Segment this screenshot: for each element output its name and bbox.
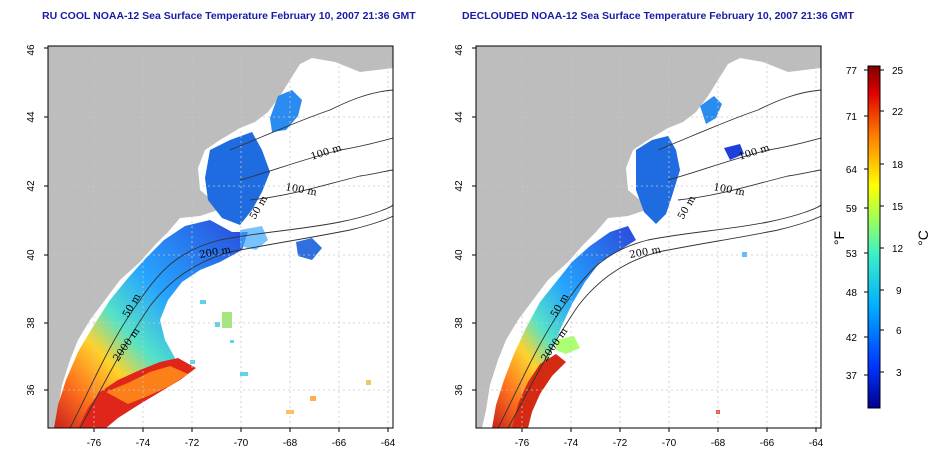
- left-plot-frame: [47, 45, 394, 429]
- colorbar-f-label: 53: [846, 249, 858, 260]
- lat-tick-label: 46: [454, 44, 465, 56]
- lon-tick-label: -64: [809, 438, 824, 449]
- lat-tick-label: 40: [454, 249, 465, 261]
- lon-tick-label: -76: [87, 438, 102, 449]
- colorbar-c-label: 18: [892, 160, 904, 171]
- lon-tick-label: -72: [613, 438, 628, 449]
- right-lon-ticks: [521, 428, 817, 432]
- colorbar-unit-f: °F: [831, 231, 847, 245]
- lat-tick-label: 36: [26, 384, 37, 396]
- lon-tick-label: -68: [283, 438, 298, 449]
- lon-tick-label: -76: [515, 438, 530, 449]
- colorbar-f-label: 64: [846, 165, 858, 176]
- lon-tick-label: -74: [564, 438, 579, 449]
- colorbar-f-label: 77: [846, 66, 858, 77]
- left-lat-ticks: [44, 47, 48, 391]
- colorbar-c-label: 6: [896, 326, 902, 337]
- colorbar-f-label: 37: [846, 371, 858, 382]
- lat-tick-label: 42: [26, 180, 37, 192]
- lat-tick-label: 38: [26, 317, 37, 329]
- colorbar-f-label: 59: [846, 204, 858, 215]
- colorbar-c-label: 3: [896, 368, 902, 379]
- colorbar-f-label: 71: [846, 112, 858, 123]
- colorbar: [867, 65, 881, 409]
- left-lon-ticks: [93, 428, 389, 432]
- sst-warm-region: [492, 226, 636, 428]
- right-map: 100 m 100 m 50 m 200 m 50 m 2000 m: [476, 46, 821, 428]
- gulf-stream: [512, 354, 566, 428]
- land-mass: [48, 46, 393, 428]
- right-panel-title: DECLOUDED NOAA-12 Sea Surface Temperatur…: [462, 10, 854, 22]
- lon-tick-label: -70: [662, 438, 677, 449]
- colorbar-c-label: 12: [892, 244, 904, 255]
- lat-tick-label: 42: [454, 180, 465, 192]
- left-panel-title: RU COOL NOAA-12 Sea Surface Temperature …: [42, 10, 416, 22]
- colorbar-c-label: 22: [892, 107, 904, 118]
- colorbar-c-label: 9: [896, 286, 902, 297]
- lon-tick-label: -68: [711, 438, 726, 449]
- lat-tick-label: 40: [26, 249, 37, 261]
- right-contours: [497, 89, 821, 428]
- left-grid: [48, 46, 393, 428]
- colorbar-unit-c: °C: [915, 230, 931, 246]
- lon-tick-label: -66: [332, 438, 347, 449]
- colorbar-c-label: 25: [892, 66, 904, 77]
- colorbar-ticks: [864, 69, 884, 376]
- right-lat-ticks: [472, 47, 476, 391]
- land-mass: [476, 46, 821, 428]
- colorbar-c-label: 15: [892, 202, 904, 213]
- sst-warm-region: [54, 220, 248, 428]
- lon-tick-label: -66: [760, 438, 775, 449]
- right-grid: [476, 46, 821, 428]
- lat-tick-label: 38: [454, 317, 465, 329]
- lon-tick-label: -64: [381, 438, 396, 449]
- lat-tick-label: 46: [26, 44, 37, 56]
- colorbar-f-label: 48: [846, 288, 858, 299]
- lat-tick-label: 44: [26, 111, 37, 123]
- left-contours: [69, 89, 393, 428]
- right-plot-frame: [475, 45, 822, 429]
- colorbar-f-label: 42: [846, 333, 858, 344]
- lon-tick-label: -70: [234, 438, 249, 449]
- cold-water: [205, 132, 270, 225]
- lat-tick-label: 36: [454, 384, 465, 396]
- lon-tick-label: -74: [136, 438, 151, 449]
- left-map: 100 m 100 m 50 m 200 m 50 m 2000 m: [48, 46, 393, 428]
- lon-tick-label: -72: [185, 438, 200, 449]
- lat-tick-label: 44: [454, 111, 465, 123]
